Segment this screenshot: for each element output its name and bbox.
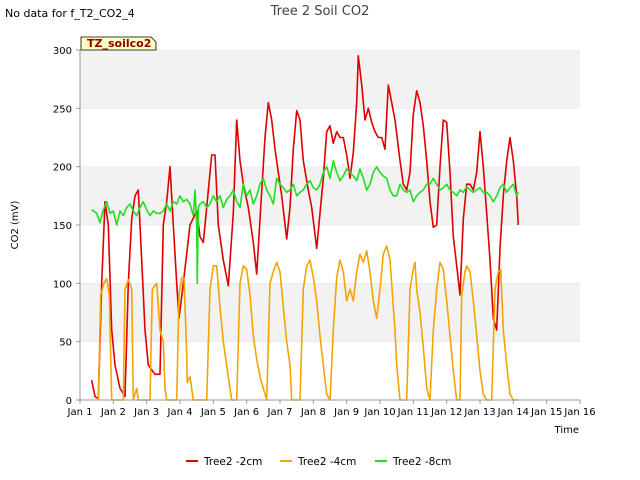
- band-0: [80, 283, 580, 342]
- tag-label: TZ_soilco2: [80, 36, 157, 51]
- legend-label-1: Tree2 -4cm: [297, 456, 356, 468]
- y-tick-label-5: 250: [53, 104, 72, 115]
- series-line-2: [91, 160, 520, 285]
- x-tick-label-13: Jan 14: [497, 407, 529, 418]
- chart-title: Tree 2 Soil CO2: [270, 4, 370, 19]
- legend-item-0: Tree2 -2cm: [186, 456, 262, 468]
- legend-label-0: Tree2 -2cm: [203, 456, 262, 468]
- x-tick-label-5: Jan 6: [233, 407, 259, 418]
- y-tick-label-0: 0: [66, 396, 72, 407]
- band-2: [80, 50, 580, 109]
- x-tick-label-8: Jan 9: [333, 407, 359, 418]
- no-data-message: No data for f_T2_CO2_4: [5, 7, 135, 20]
- tag-text: TZ_soilco2: [87, 37, 151, 50]
- y-tick-label-4: 200: [53, 163, 72, 174]
- x-tick-label-14: Jan 15: [530, 407, 562, 418]
- x-tick-label-4: Jan 5: [200, 407, 226, 418]
- x-axis-label: Time: [554, 425, 579, 436]
- x-tick-label-7: Jan 8: [300, 407, 326, 418]
- y-tick-label-2: 100: [53, 279, 72, 290]
- plot-bands: [80, 50, 580, 342]
- legend-item-2: Tree2 -8cm: [375, 456, 451, 468]
- x-tick-label-10: Jan 11: [397, 407, 429, 418]
- series-line-1: [97, 245, 519, 401]
- series-layer: [90, 55, 520, 401]
- x-tick-label-15: Jan 16: [563, 407, 595, 418]
- legend-label-2: Tree2 -8cm: [392, 456, 451, 468]
- y-tick-label-1: 50: [59, 338, 72, 349]
- x-axis-ticks: Jan 1 Jan 2 Jan 3 Jan 4 Jan 5 Jan 6 Jan 7 Jan 8…: [67, 400, 596, 418]
- x-tick-label-6: Jan 7: [267, 407, 293, 418]
- x-tick-label-2: Jan 3: [133, 407, 159, 418]
- tag-box: [80, 36, 157, 51]
- y-tick-label-6: 300: [53, 46, 72, 57]
- x-tick-label-11: Jan 12: [430, 407, 462, 418]
- y-axis-label: CO2 (mV): [10, 201, 21, 250]
- x-tick-label-1: Jan 2: [100, 407, 126, 418]
- legend-item-1: Tree2 -4cm: [280, 456, 356, 468]
- x-tick-label-9: Jan 10: [363, 407, 395, 418]
- y-axis-ticks: 0 50 100 150 200 250 300: [53, 46, 80, 407]
- legend: Tree2 -2cm Tree2 -4cm Tree2 -8cm: [186, 456, 451, 468]
- x-tick-label-12: Jan 13: [463, 407, 495, 418]
- x-tick-label-0: Jan 1: [67, 407, 93, 418]
- y-tick-label-3: 150: [53, 221, 72, 232]
- x-tick-label-3: Jan 4: [167, 407, 193, 418]
